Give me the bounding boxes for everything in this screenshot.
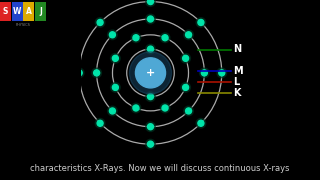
Circle shape	[112, 55, 118, 61]
Circle shape	[135, 58, 165, 88]
Circle shape	[146, 14, 155, 24]
Circle shape	[148, 16, 154, 22]
Circle shape	[75, 68, 84, 78]
Circle shape	[198, 120, 204, 126]
Circle shape	[95, 118, 105, 128]
Circle shape	[160, 103, 170, 113]
Circle shape	[162, 105, 168, 111]
Bar	[0, 2, 11, 21]
Text: K: K	[233, 88, 241, 98]
Circle shape	[186, 32, 192, 38]
Circle shape	[183, 55, 188, 61]
Circle shape	[146, 122, 155, 132]
Circle shape	[133, 35, 139, 41]
Text: N: N	[233, 44, 241, 55]
Circle shape	[184, 106, 193, 116]
Circle shape	[109, 108, 116, 114]
Circle shape	[148, 124, 154, 130]
Circle shape	[146, 0, 155, 6]
Circle shape	[184, 30, 193, 40]
Circle shape	[110, 53, 120, 63]
Circle shape	[160, 33, 170, 42]
Circle shape	[200, 68, 209, 78]
Bar	[35, 2, 46, 21]
Circle shape	[148, 94, 154, 100]
Circle shape	[148, 0, 154, 5]
Text: +: +	[146, 68, 155, 78]
Text: M: M	[233, 66, 243, 76]
Circle shape	[112, 84, 118, 90]
Circle shape	[97, 19, 103, 26]
Circle shape	[133, 105, 139, 111]
Circle shape	[108, 30, 117, 40]
Circle shape	[148, 46, 154, 52]
Circle shape	[110, 83, 120, 92]
Circle shape	[198, 19, 204, 26]
Bar	[23, 2, 34, 21]
Circle shape	[201, 70, 207, 76]
Circle shape	[108, 106, 117, 116]
Circle shape	[146, 92, 155, 102]
Circle shape	[219, 70, 225, 76]
Circle shape	[95, 18, 105, 27]
Text: PHYSICS: PHYSICS	[16, 23, 31, 27]
Circle shape	[196, 18, 206, 27]
Text: A: A	[26, 7, 32, 16]
Circle shape	[109, 32, 116, 38]
Circle shape	[131, 33, 141, 42]
Circle shape	[146, 44, 155, 54]
Circle shape	[131, 103, 141, 113]
Circle shape	[92, 68, 101, 78]
Circle shape	[217, 68, 227, 78]
Circle shape	[181, 83, 190, 92]
Circle shape	[162, 35, 168, 41]
Circle shape	[186, 108, 192, 114]
Text: L: L	[233, 77, 239, 87]
Circle shape	[76, 70, 82, 76]
Circle shape	[146, 139, 155, 149]
Text: J: J	[39, 7, 42, 16]
Text: W: W	[13, 7, 21, 16]
Circle shape	[148, 141, 154, 147]
Circle shape	[196, 118, 206, 128]
Circle shape	[97, 120, 103, 126]
Circle shape	[183, 84, 188, 90]
Bar	[12, 2, 23, 21]
Circle shape	[181, 53, 190, 63]
Text: S: S	[3, 7, 8, 16]
Circle shape	[94, 70, 100, 76]
Circle shape	[129, 52, 172, 94]
Text: characteristics X-Rays. Now we will discuss continuous X-rays: characteristics X-Rays. Now we will disc…	[30, 164, 290, 173]
